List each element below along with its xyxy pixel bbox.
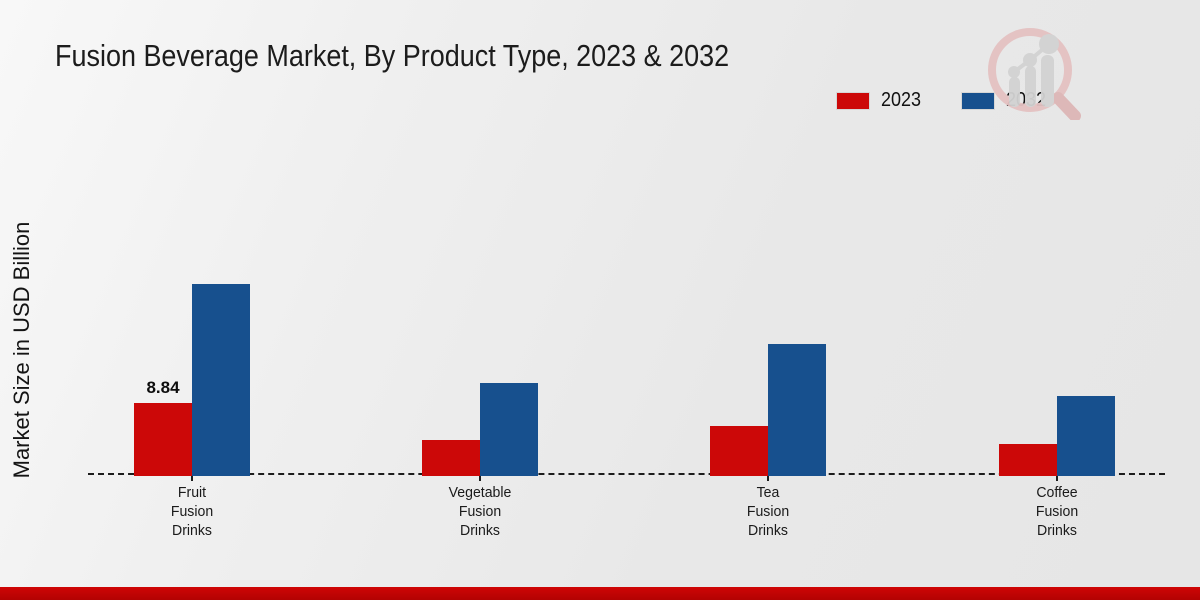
legend-label-2023: 2023 — [881, 89, 922, 111]
axis-tick — [191, 476, 193, 481]
legend-swatch-2023 — [837, 92, 869, 109]
bar-2032-group0 — [192, 284, 250, 476]
footer-accent-bar — [0, 587, 1200, 600]
bar-2023-group3 — [999, 444, 1057, 476]
bar-2023-group0 — [134, 403, 192, 476]
category-label: Coffee Fusion Drinks — [1035, 484, 1079, 539]
legend-swatch-2032 — [961, 92, 994, 109]
bar-2032-group1 — [480, 383, 538, 476]
bar-2023-group2 — [710, 426, 768, 476]
magnifier-bar-chart-logo-icon — [988, 28, 1081, 120]
bar-2032-group3 — [1057, 396, 1115, 476]
bar-value-label: 8.84 — [146, 378, 180, 397]
x-axis-baseline — [88, 473, 1165, 475]
category-label: Fruit Fusion Drinks — [170, 484, 214, 539]
legend-item-2023: 2023 — [837, 89, 926, 112]
chart-title: Fusion Beverage Market, By Product Type,… — [55, 38, 730, 73]
axis-tick — [767, 476, 769, 481]
axis-tick — [1056, 476, 1058, 481]
category-label: Tea Fusion Drinks — [746, 484, 790, 539]
axis-tick — [479, 476, 481, 481]
bar-2023-group1 — [422, 440, 480, 476]
bar-2032-group2 — [768, 344, 826, 476]
category-label: Vegetable Fusion Drinks — [448, 484, 512, 539]
